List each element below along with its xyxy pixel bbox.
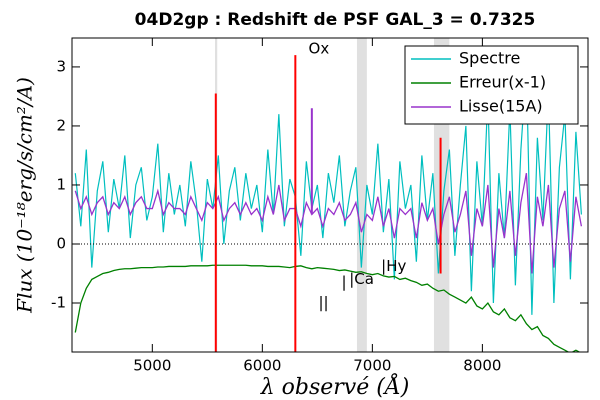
legend-label: Lisse(15A) bbox=[459, 97, 543, 116]
y-tick-label: 1 bbox=[56, 175, 66, 193]
line-annotation: |Hy bbox=[381, 257, 406, 275]
series-line bbox=[74, 66, 582, 315]
line-annotation: || bbox=[318, 294, 328, 312]
y-tick-label: 0 bbox=[56, 234, 66, 252]
telluric-band bbox=[356, 38, 367, 352]
y-tick-label: 3 bbox=[56, 57, 66, 75]
x-axis-label: λ observé (Å) bbox=[260, 372, 410, 400]
series-line bbox=[74, 173, 583, 274]
y-tick-label: 2 bbox=[56, 116, 66, 134]
x-tick-label: 7000 bbox=[353, 357, 391, 375]
plot-frame bbox=[71, 37, 589, 353]
y-tick-label: -1 bbox=[51, 294, 66, 312]
x-tick-label: 8000 bbox=[463, 357, 501, 375]
x-tick-label: 6000 bbox=[243, 357, 281, 375]
y-axis-label: Flux (10⁻¹⁸erg/s/cm²/A) bbox=[13, 77, 37, 314]
legend-label: Erreur(x-1) bbox=[459, 73, 546, 92]
legend-label: Spectre bbox=[459, 49, 520, 68]
series-line bbox=[74, 264, 581, 352]
x-tick-label: 5000 bbox=[133, 357, 171, 375]
chart-title: 04D2gp : Redshift de PSF GAL_3 = 0.7325 bbox=[135, 10, 536, 30]
line-annotation: |Ca bbox=[349, 270, 374, 288]
line-annotation: | bbox=[342, 273, 347, 291]
legend-box bbox=[404, 45, 579, 125]
line-annotation: Ox bbox=[309, 40, 330, 58]
